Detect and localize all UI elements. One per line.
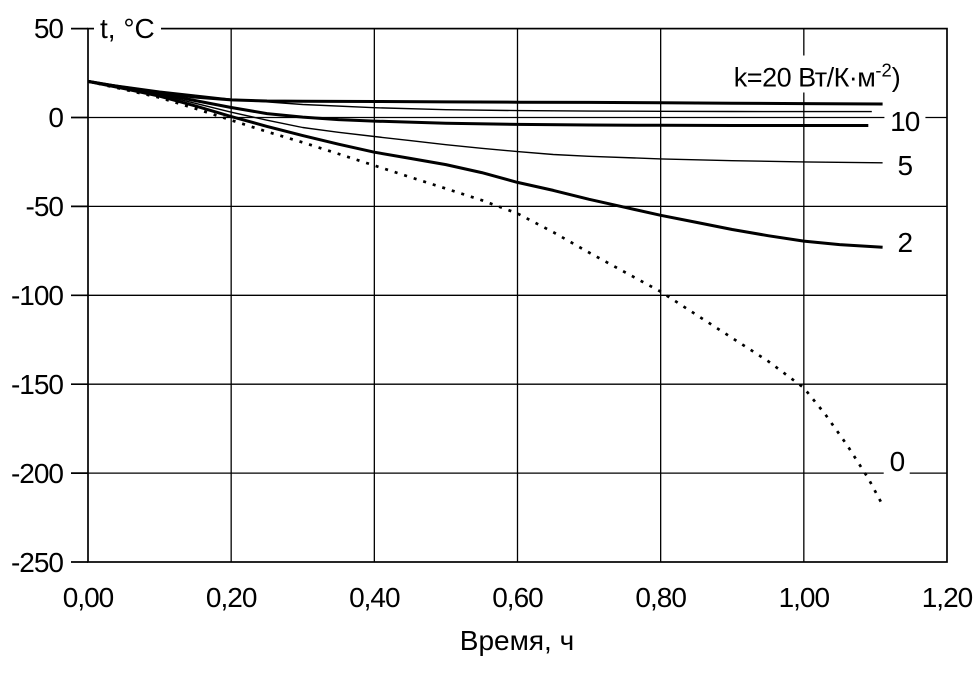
curve-k=10 (87, 79, 869, 127)
y-tick-label: 50 (33, 13, 64, 45)
x-tick-label: 0,60 (492, 582, 544, 613)
curve-label-0: 0 (883, 446, 911, 479)
x-tick-label: 0,40 (349, 582, 401, 613)
curve-k=20 (87, 79, 883, 106)
x-axis-title: Время, ч (459, 625, 575, 656)
x-tick-label: 0,80 (635, 582, 687, 613)
legend-label: k=20 Вт/К·м-2) (729, 55, 905, 93)
y-tick-label: -50 (25, 190, 64, 222)
x-tick-label: 1,20 (921, 582, 973, 613)
legend-text-superscript: -2 (875, 59, 892, 81)
curve-unlabeled-thin (87, 80, 872, 113)
x-tick-label: 0,20 (205, 582, 257, 613)
y-tick-label: -200 (10, 457, 64, 489)
curve-label-5: 5 (891, 149, 919, 182)
y-tick-label: -150 (10, 368, 64, 400)
legend-text-base: k=20 Вт/К·м (733, 62, 876, 93)
curve-label-10: 10 (884, 105, 926, 138)
curve-k=0 (87, 80, 884, 506)
curve-k=2 (87, 79, 883, 249)
y-tick-label: -250 (10, 546, 64, 578)
legend-text-tail: ) (891, 62, 901, 93)
curve-label-2: 2 (891, 226, 919, 259)
y-tick-label: -100 (10, 279, 64, 311)
x-tick-label: 1,00 (778, 582, 830, 613)
y-tick-label: 0 (48, 102, 64, 133)
x-tick-label: 0,00 (62, 582, 114, 613)
y-axis-title: t, °C (94, 14, 161, 44)
curve-k=5 (87, 80, 883, 164)
